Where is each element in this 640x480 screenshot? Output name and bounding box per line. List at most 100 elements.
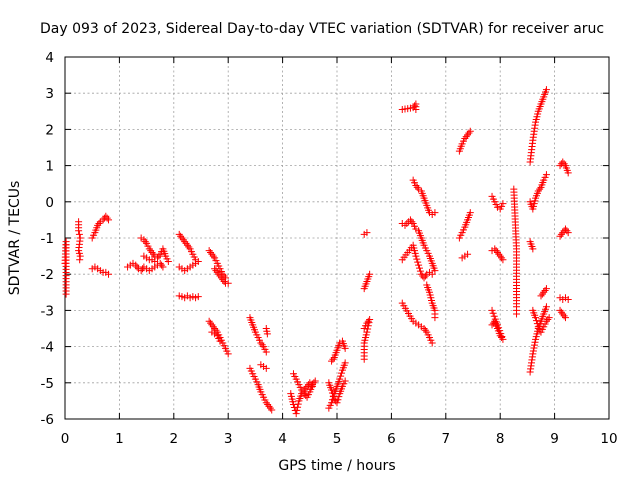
data-point: [530, 341, 538, 349]
data-point: [421, 326, 429, 334]
data-point: [224, 350, 232, 358]
data-point: [531, 338, 539, 346]
x-tick-label: 5: [333, 431, 342, 447]
data-point: [366, 270, 374, 278]
data-point: [540, 288, 548, 296]
data-point: [561, 225, 569, 233]
data-point: [489, 309, 497, 317]
data-point: [264, 401, 272, 409]
data-point: [263, 330, 271, 338]
data-point: [183, 241, 191, 249]
data-point: [544, 315, 552, 323]
y-tick-label: -5: [41, 376, 54, 392]
data-point: [149, 250, 157, 258]
data-point: [310, 379, 318, 387]
x-tick-label: 8: [496, 431, 505, 447]
data-point: [164, 258, 172, 266]
data-point: [105, 270, 113, 278]
data-point: [329, 355, 337, 363]
data-point: [175, 230, 183, 238]
data-point: [488, 306, 496, 314]
data-point: [219, 276, 227, 284]
data-point: [530, 344, 538, 352]
data-point: [497, 330, 505, 338]
data-point: [329, 393, 337, 401]
data-point: [498, 254, 506, 262]
data-point: [208, 321, 216, 329]
data-point: [496, 252, 504, 260]
data-point: [209, 323, 217, 331]
data-point: [529, 347, 537, 355]
data-point: [462, 133, 470, 141]
data-point: [299, 388, 307, 396]
data-point: [194, 258, 202, 266]
x-tick-label: 2: [170, 431, 179, 447]
data-point: [533, 320, 541, 328]
data-point: [559, 158, 567, 166]
data-point: [556, 232, 564, 240]
data-point: [563, 227, 571, 235]
data-point: [534, 187, 542, 195]
data-point: [148, 248, 156, 256]
data-point: [220, 277, 228, 285]
data-point: [257, 339, 265, 347]
data-point: [338, 369, 346, 377]
data-point: [311, 377, 319, 385]
data-point: [216, 272, 224, 280]
data-point: [258, 341, 266, 349]
data-point: [529, 350, 537, 358]
data-point: [466, 209, 474, 217]
data-point: [366, 315, 374, 323]
data-point: [557, 230, 565, 238]
data-point: [492, 318, 500, 326]
data-point: [492, 247, 500, 255]
data-point: [205, 317, 213, 325]
data-point: [262, 364, 270, 372]
data-point: [179, 236, 187, 244]
data-point: [336, 375, 344, 383]
data-point: [328, 396, 336, 404]
data-point: [513, 310, 521, 318]
data-point: [132, 261, 140, 269]
data-point: [360, 355, 368, 363]
y-tick-label: -1: [41, 231, 54, 247]
data-point: [406, 216, 414, 224]
data-point: [557, 308, 565, 316]
data-point: [309, 381, 317, 389]
data-point: [561, 314, 569, 322]
data-point: [413, 183, 421, 191]
data-point: [411, 102, 419, 110]
y-tick-label: 1: [45, 159, 54, 175]
x-tick-label: 1: [115, 431, 124, 447]
data-point: [365, 319, 373, 327]
data-point: [302, 384, 310, 392]
data-point: [415, 261, 423, 269]
data-point: [158, 261, 166, 269]
data-point: [556, 306, 564, 314]
data-point: [495, 250, 503, 258]
data-point: [493, 321, 501, 329]
data-point: [298, 386, 306, 394]
data-point: [137, 267, 145, 275]
data-point: [185, 243, 193, 251]
data-point: [224, 279, 232, 287]
data-point: [542, 303, 550, 311]
y-tick-label: -3: [41, 303, 54, 319]
y-tick-label: -4: [41, 340, 54, 356]
data-point: [542, 285, 550, 293]
grid: [65, 57, 609, 419]
data-point: [153, 254, 161, 262]
x-tick-label: 10: [600, 431, 617, 447]
data-point: [155, 252, 163, 260]
data-point: [412, 252, 420, 260]
y-tick-label: 4: [45, 50, 54, 66]
data-point: [416, 264, 424, 272]
data-point: [141, 238, 149, 246]
data-point: [560, 160, 568, 168]
data-point: [538, 290, 546, 298]
data-point: [294, 403, 302, 411]
data-point: [207, 248, 215, 256]
x-tick-label: 9: [550, 431, 559, 447]
data-point: [181, 238, 189, 246]
